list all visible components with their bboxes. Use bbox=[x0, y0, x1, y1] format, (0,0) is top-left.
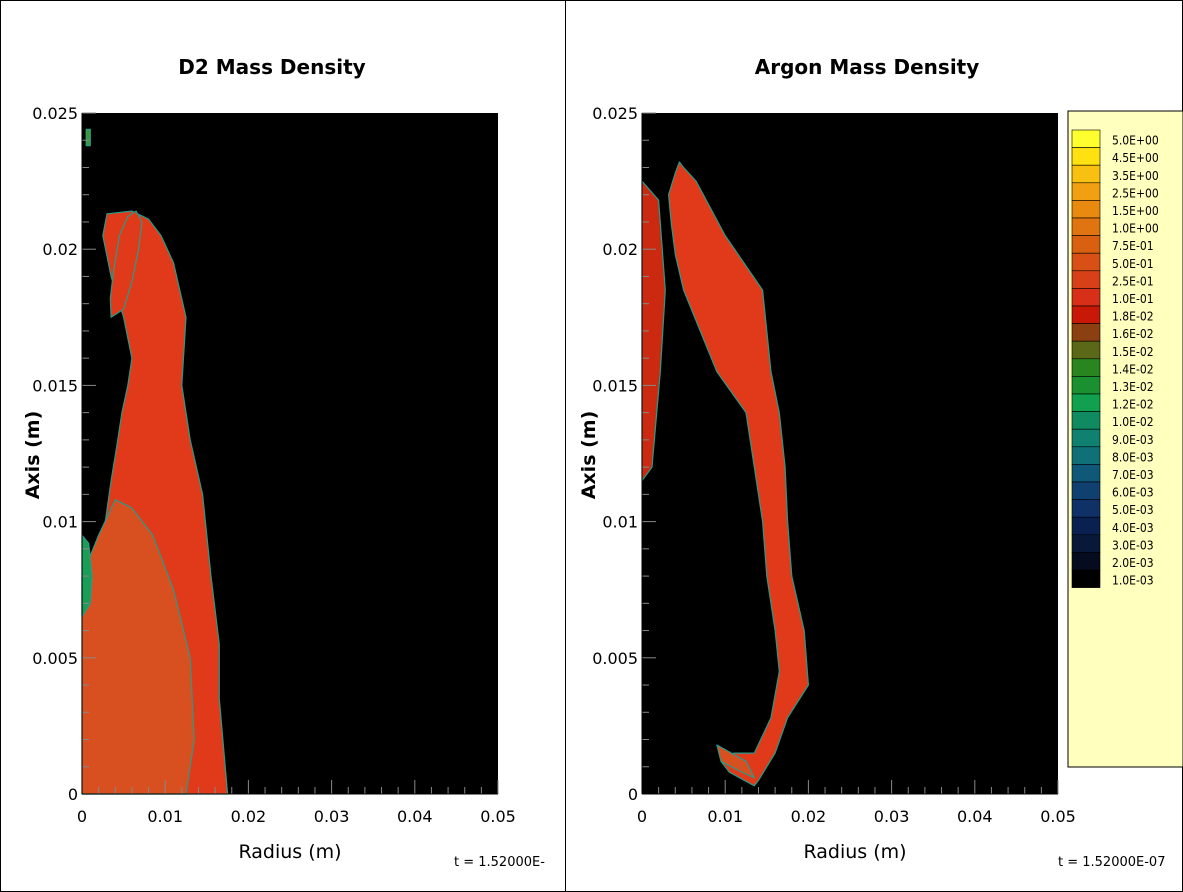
legend-swatch bbox=[1071, 270, 1101, 289]
d2-region-5 bbox=[85, 128, 91, 147]
legend-swatch bbox=[1071, 481, 1101, 500]
d2-x-tick-label: 0.02 bbox=[231, 807, 267, 826]
argon-plot-area bbox=[641, 113, 1058, 794]
d2-y-tick-label: 0.01 bbox=[42, 513, 78, 532]
legend-label: 4.0E-03 bbox=[1112, 521, 1154, 535]
legend-label: 1.6E-02 bbox=[1112, 327, 1154, 341]
d2-panel: D2 Mass Density 0 0.005 0.01 0.015 0.02 0.025… bbox=[22, 55, 545, 870]
legend-label: 3.0E-03 bbox=[1112, 538, 1154, 552]
legend-swatch bbox=[1071, 376, 1101, 395]
legend-label: 1.0E-01 bbox=[1112, 292, 1154, 306]
argon-y-axis-label: Axis (m) bbox=[578, 411, 600, 500]
legend-label: 6.0E-03 bbox=[1112, 486, 1154, 500]
legend-label: 1.8E-02 bbox=[1112, 310, 1154, 324]
legend-swatch bbox=[1071, 305, 1101, 324]
legend-label: 1.2E-02 bbox=[1112, 398, 1154, 412]
legend-label: 5.0E-03 bbox=[1112, 503, 1154, 517]
legend-swatch bbox=[1071, 446, 1101, 465]
legend-label: 2.5E-01 bbox=[1112, 274, 1154, 288]
d2-y-tick-label: 0.025 bbox=[32, 104, 78, 123]
legend-swatch bbox=[1071, 340, 1101, 360]
argon-panel: Argon Mass Density 0 0.005 0.01 0.015 0.02 0.… bbox=[578, 55, 1165, 870]
d2-x-tick-label: 0.03 bbox=[314, 807, 350, 826]
legend-swatch bbox=[1071, 323, 1101, 342]
argon-y-tick-label: 0.005 bbox=[592, 649, 638, 668]
legend-swatch bbox=[1071, 147, 1101, 166]
legend-label: 1.5E-02 bbox=[1112, 345, 1154, 359]
legend-label: 2.0E-03 bbox=[1112, 556, 1154, 570]
legend-label: 1.0E-03 bbox=[1112, 574, 1154, 588]
legend-label: 5.0E+00 bbox=[1112, 134, 1159, 148]
argon-x-tick-label: 0.02 bbox=[791, 807, 827, 826]
d2-y-tick-label: 0.005 bbox=[32, 649, 78, 668]
legend-swatch bbox=[1071, 428, 1101, 448]
legend-label: 1.0E-02 bbox=[1112, 415, 1154, 429]
legend-swatch bbox=[1071, 552, 1101, 571]
legend-swatch bbox=[1071, 182, 1101, 201]
argon-y-tick-label: 0.015 bbox=[592, 376, 638, 395]
legend-label: 5.0E-01 bbox=[1112, 257, 1154, 271]
d2-y-tick-label: 0 bbox=[68, 785, 78, 804]
legend-label: 1.4E-02 bbox=[1112, 362, 1154, 376]
d2-y-tick-label: 0.02 bbox=[42, 240, 78, 259]
argon-x-tick-label: 0 bbox=[637, 807, 647, 826]
legend-swatch bbox=[1071, 129, 1101, 148]
argon-x-axis-label: Radius (m) bbox=[803, 841, 906, 863]
legend-swatch bbox=[1071, 534, 1101, 553]
argon-x-tick-label: 0.03 bbox=[874, 807, 910, 826]
legend-swatch bbox=[1071, 569, 1101, 588]
d2-x-tick-label: 0.05 bbox=[480, 807, 516, 826]
d2-x-tick-label: 0.04 bbox=[397, 807, 433, 826]
legend-swatch bbox=[1071, 393, 1101, 412]
legend-swatch bbox=[1071, 411, 1101, 430]
argon-y-tick-label: 0 bbox=[628, 785, 638, 804]
legend-swatch bbox=[1071, 252, 1101, 272]
argon-axis-ticks: 0 0.005 0.01 0.015 0.02 0.025 0 0.01 0.02 0.03 0.0… bbox=[592, 104, 1076, 826]
legend-swatch bbox=[1071, 516, 1101, 536]
legend-swatch bbox=[1071, 358, 1101, 377]
legend-swatch bbox=[1071, 235, 1101, 254]
legend-swatch bbox=[1071, 164, 1101, 184]
legend-label: 8.0E-03 bbox=[1112, 450, 1154, 464]
argon-y-tick-label: 0.02 bbox=[602, 240, 638, 259]
argon-region-3 bbox=[716, 744, 755, 779]
legend-label: 1.0E+00 bbox=[1112, 222, 1159, 236]
argon-y-tick-label: 0.01 bbox=[602, 513, 638, 532]
legend-label: 9.0E-03 bbox=[1112, 433, 1154, 447]
argon-time-stamp: t = 1.52000E-07 bbox=[1058, 855, 1165, 870]
color-legend: 5.0E+00 4.5E+00 3.5E+00 2.5E+00 1.5E+00 1.0E+… bbox=[1067, 110, 1183, 768]
argon-x-tick-label: 0.04 bbox=[957, 807, 993, 826]
legend-swatch bbox=[1071, 217, 1101, 236]
legend-swatch bbox=[1071, 464, 1101, 483]
d2-region-2 bbox=[81, 499, 195, 795]
d2-x-tick-label: 0 bbox=[77, 807, 87, 826]
legend-swatch bbox=[1071, 499, 1101, 518]
legend-label: 4.5E+00 bbox=[1112, 151, 1159, 165]
legend-label: 1.5E+00 bbox=[1112, 204, 1159, 218]
argon-x-tick-label: 0.05 bbox=[1040, 807, 1076, 826]
d2-time-stamp: t = 1.52000E- bbox=[454, 855, 545, 870]
legend-label: 7.0E-03 bbox=[1112, 468, 1154, 482]
legend-label: 7.5E-01 bbox=[1112, 239, 1154, 253]
d2-x-tick-label: 0.01 bbox=[147, 807, 183, 826]
d2-plot-area bbox=[81, 113, 498, 795]
d2-chart-title: D2 Mass Density bbox=[178, 55, 365, 79]
d2-y-tick-label: 0.015 bbox=[32, 376, 78, 395]
argon-chart-title: Argon Mass Density bbox=[755, 55, 980, 79]
argon-y-tick-label: 0.025 bbox=[592, 104, 638, 123]
legend-swatch bbox=[1071, 288, 1101, 307]
d2-axis-ticks: 0 0.005 0.01 0.015 0.02 0.025 0 0.01 0.02 0.03 0.0… bbox=[32, 104, 516, 826]
legend-swatch bbox=[1071, 200, 1101, 219]
d2-region-3 bbox=[109, 210, 143, 318]
legend-label: 2.5E+00 bbox=[1112, 186, 1159, 200]
legend-label: 1.3E-02 bbox=[1112, 380, 1154, 394]
d2-y-axis-label: Axis (m) bbox=[22, 411, 44, 500]
legend-label: 3.5E+00 bbox=[1112, 169, 1159, 183]
d2-x-axis-label: Radius (m) bbox=[238, 841, 341, 863]
argon-x-tick-label: 0.01 bbox=[707, 807, 743, 826]
